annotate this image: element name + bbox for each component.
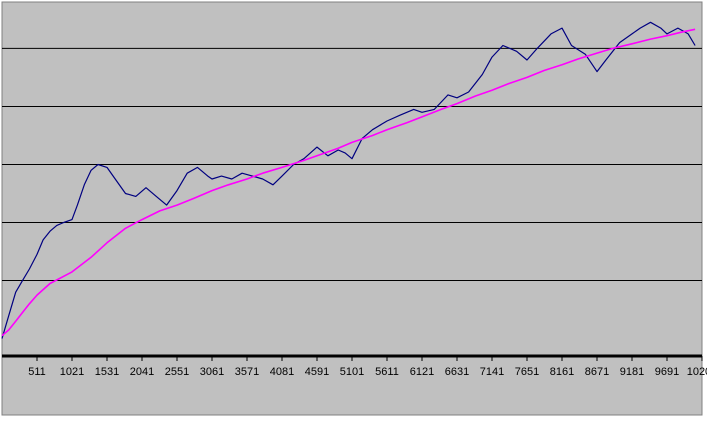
x-tick-label: 7651 xyxy=(515,366,539,378)
series-line-average xyxy=(1,28,696,337)
series-line-price xyxy=(1,21,696,339)
x-tick-label: 9181 xyxy=(620,366,644,378)
plot-area xyxy=(1,1,703,416)
x-tick-label: 2551 xyxy=(165,366,189,378)
x-tick-labels: 511 1021 1531 2041 2551 3061 3571 4081 4591 5101 5… xyxy=(28,356,707,378)
x-tick-label: 511 xyxy=(28,366,46,378)
x-tick-label: 8671 xyxy=(585,366,609,378)
x-tick-label: 2041 xyxy=(130,366,154,378)
x-tick-label: 5101 xyxy=(340,366,364,378)
x-tick-label: 4081 xyxy=(270,366,294,378)
x-tick-label: 6631 xyxy=(445,366,469,378)
x-tick-label: 4591 xyxy=(305,366,329,378)
x-tick-label: 5611 xyxy=(375,366,399,378)
x-tick-label: 3061 xyxy=(200,366,224,378)
gridlines xyxy=(2,47,702,282)
series-lines xyxy=(1,21,696,339)
x-tick-label: 1021 xyxy=(60,366,84,378)
x-tick-label: 7141 xyxy=(480,366,504,378)
x-tick-label: 9691 xyxy=(655,366,679,378)
x-tick-label: 3571 xyxy=(235,366,259,378)
x-tick-label: 10201 xyxy=(687,366,707,378)
x-tick-label: 6121 xyxy=(410,366,434,378)
x-tick-label: 8161 xyxy=(550,366,574,378)
x-tick-label: 1531 xyxy=(95,366,119,378)
